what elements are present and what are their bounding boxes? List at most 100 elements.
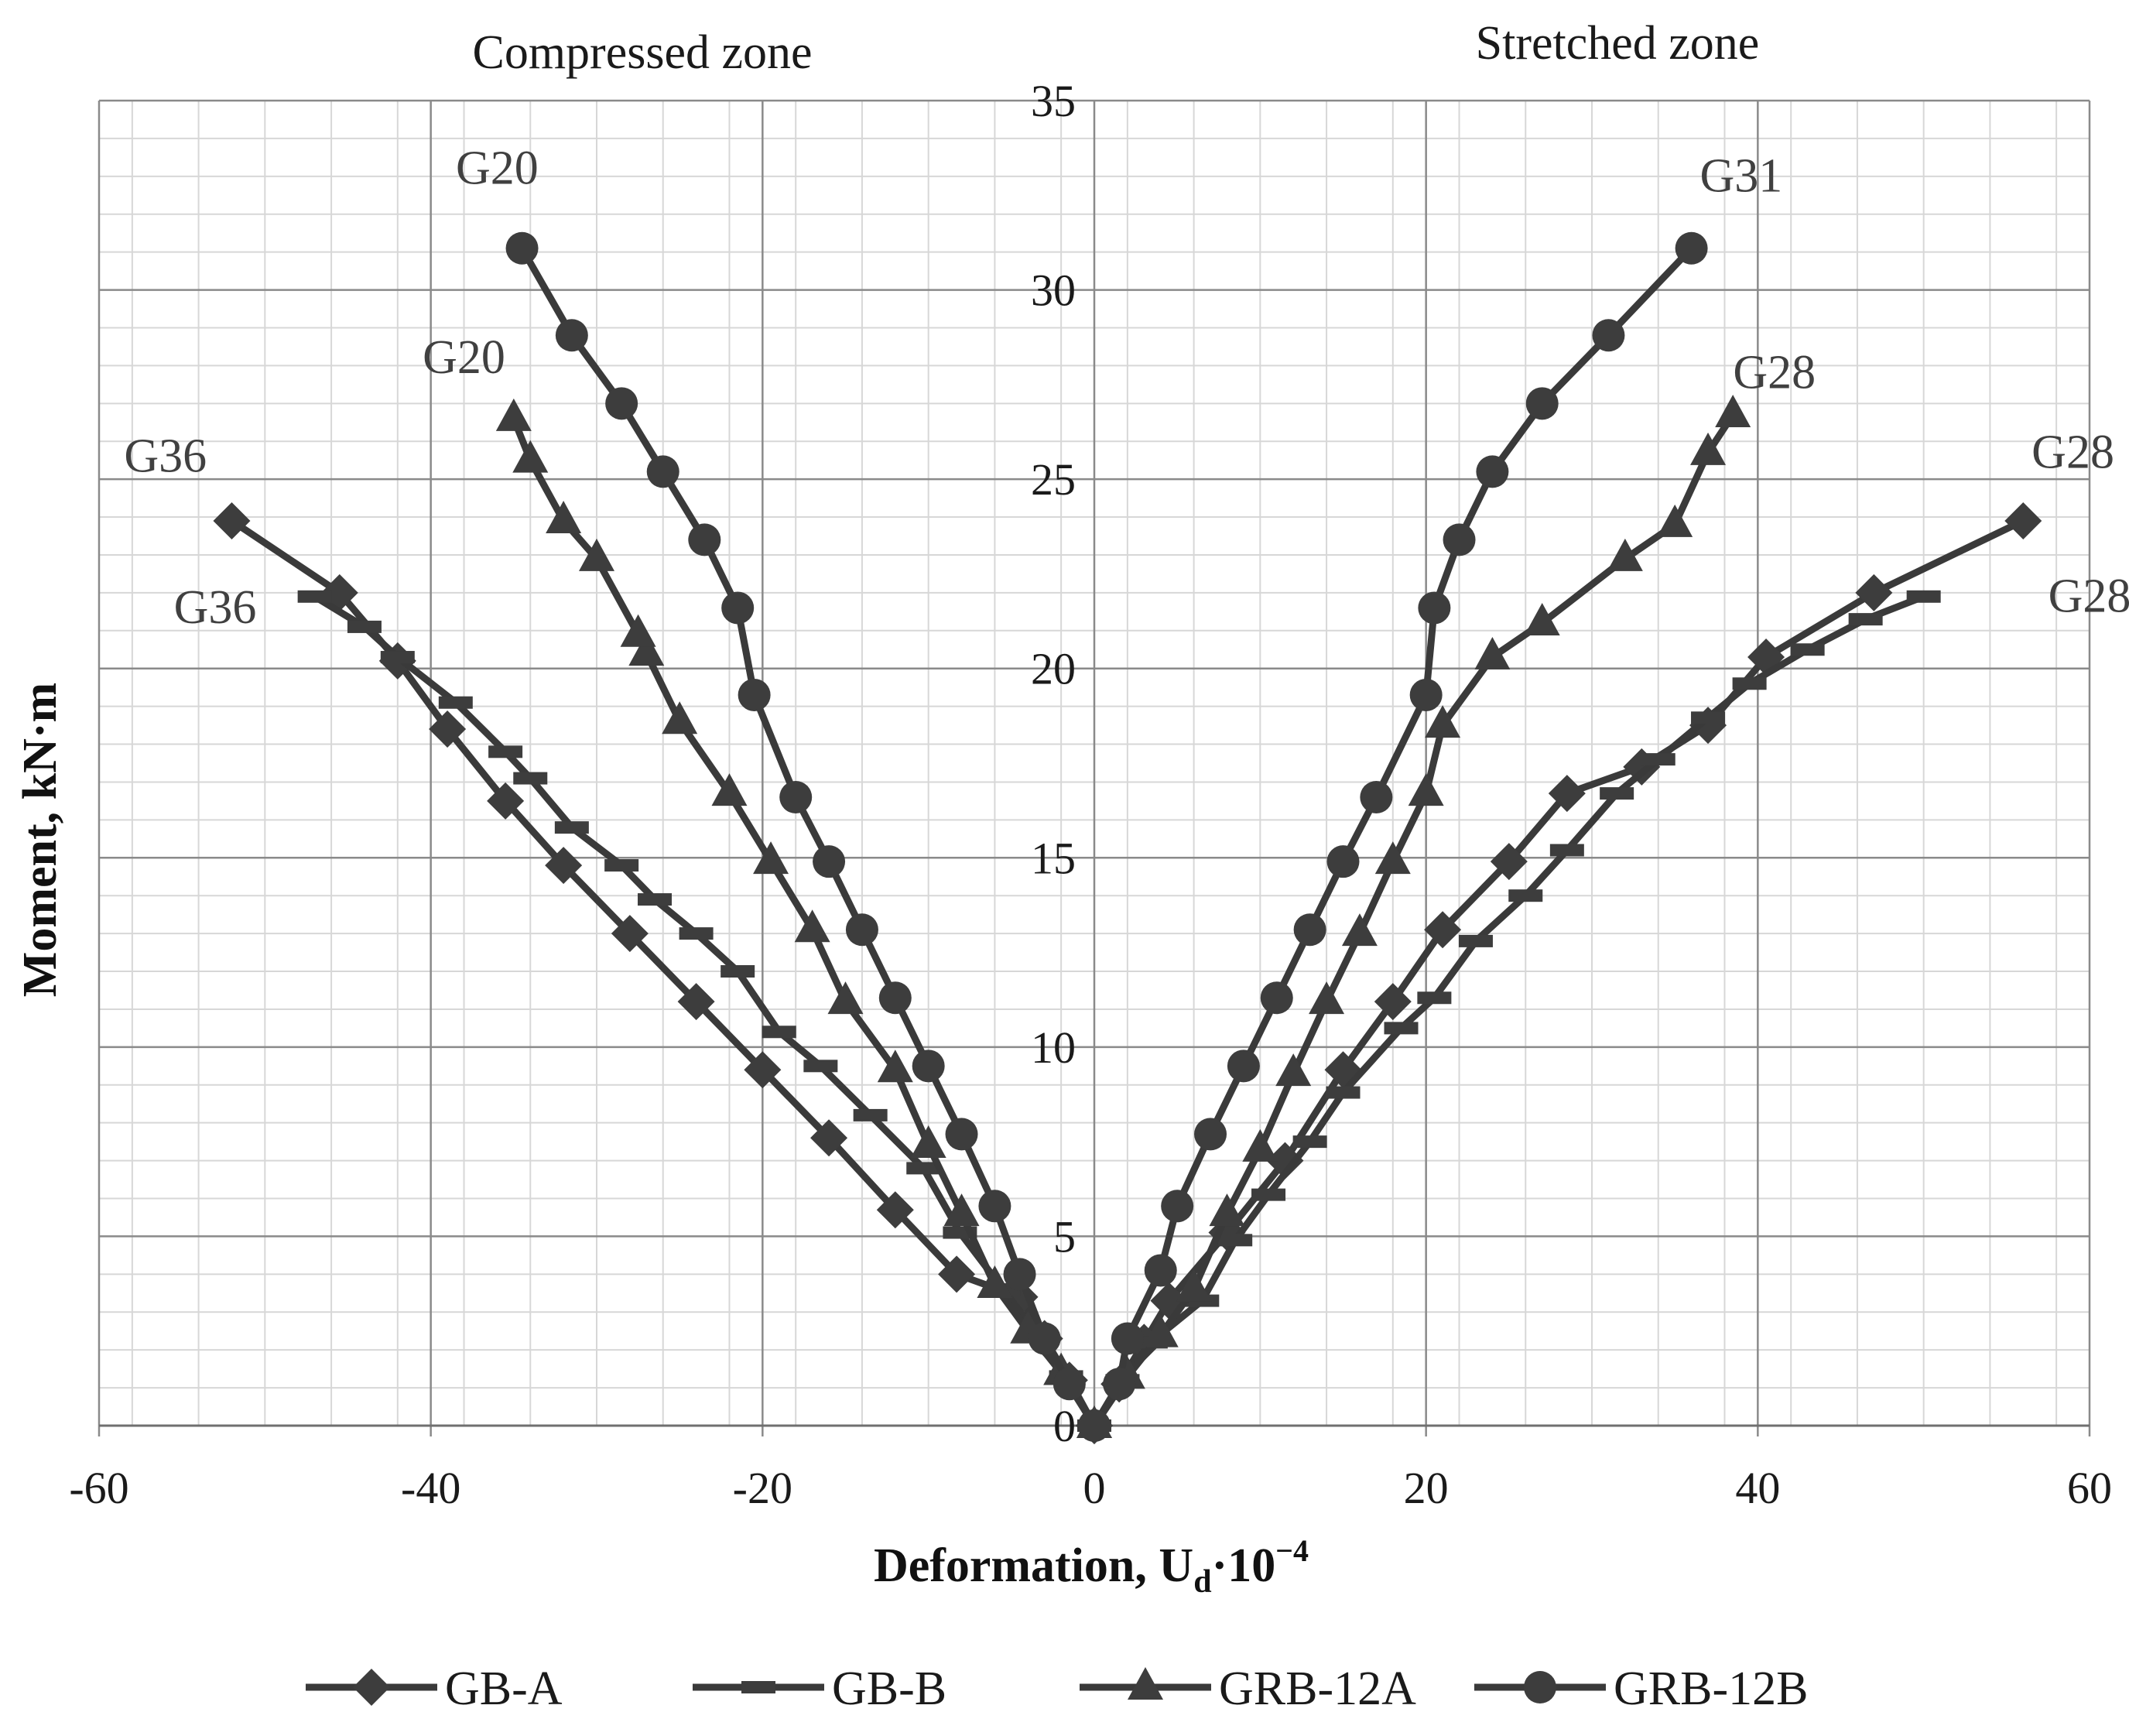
point-gb-a-stretched (1548, 775, 1586, 813)
point-grb-12a-stretched (1176, 1269, 1212, 1302)
x-axis-title: Deformation, Ud·10−4 (874, 1533, 1309, 1600)
legend-marker-grb-12b (1524, 1671, 1556, 1703)
point-gb-b-stretched (1848, 613, 1883, 626)
point-gb-b-stretched (1251, 1188, 1286, 1201)
point-gb-a-stretched (1374, 983, 1412, 1021)
point-grb-12b-compressed (813, 845, 846, 878)
point-gb-b-stretched (1790, 643, 1825, 656)
legend-label-gb-a: GB-A (445, 1662, 563, 1715)
point-gb-b-compressed (638, 893, 673, 906)
point-grb-12a-stretched (1275, 1053, 1312, 1087)
point-gb-a-compressed (545, 847, 583, 885)
point-grb-12a-compressed (495, 398, 532, 431)
point-grb-12a-compressed (662, 701, 698, 734)
point-gb-a-stretched (1855, 574, 1893, 611)
point-grb-12a-stretched (1657, 504, 1693, 537)
x-tick-label: -40 (401, 1463, 460, 1513)
point-gb-a-compressed (938, 1255, 976, 1293)
point-gb-b-stretched (1326, 1086, 1361, 1099)
point-grb-12b-stretched (1476, 455, 1509, 488)
point-grb-12b-compressed (555, 319, 588, 352)
y-tick-label: 30 (1031, 265, 1076, 316)
point-grb-12b-stretched (1592, 319, 1625, 352)
point-grb-12b-stretched (1144, 1254, 1177, 1287)
x-tick-label: 60 (2067, 1463, 2112, 1513)
point-gb-b-stretched (1906, 590, 1941, 603)
point-gb-b-stretched (1732, 677, 1767, 690)
point-grb-12b-compressed (912, 1049, 945, 1083)
point-grb-12b-compressed (1028, 1322, 1061, 1355)
point-grb-12a-stretched (1690, 432, 1727, 465)
point-gb-b-compressed (438, 696, 473, 709)
point-gb-a-compressed (744, 1051, 782, 1089)
point-grb-12b-compressed (605, 387, 638, 420)
point-grb-12b-compressed (978, 1190, 1011, 1223)
point-grb-12b-compressed (845, 913, 878, 947)
point-grb-12b-stretched (1360, 781, 1393, 814)
point-grb-12b-stretched (1078, 1409, 1111, 1442)
point-gb-b-compressed (803, 1060, 838, 1073)
point-grb-12a-compressed (977, 1265, 1013, 1299)
point-gb-b-compressed (513, 772, 548, 785)
point-grb-12a-compressed (628, 633, 665, 666)
point-gb-b-compressed (488, 745, 523, 758)
point-gb-a-compressed (213, 502, 251, 539)
legend: GB-A GB-B GRB-12A GRB-12B (306, 1662, 1808, 1715)
series-layer (213, 231, 2042, 1444)
point-grb-12b-stretched (1418, 591, 1451, 625)
point-grb-12b-compressed (646, 455, 679, 488)
legend-item-gb-b: GB-B (693, 1662, 946, 1715)
point-gb-b-stretched (1508, 889, 1543, 902)
point-grb-12b-stretched (1293, 913, 1326, 947)
x-tick-labels: -60 -40 -20 0 20 40 60 (69, 1463, 2112, 1513)
point-grb-12a-compressed (753, 841, 789, 875)
legend-item-gb-a: GB-A (306, 1662, 563, 1715)
point-grb-12b-stretched (1525, 387, 1559, 420)
annotation-layer: G20 G20 G36 G36 G31 G28 G28 G28 (124, 142, 2129, 634)
legend-marker-grb-12a (1128, 1667, 1163, 1700)
point-gb-b-compressed (853, 1108, 888, 1121)
point-gb-b-stretched (1458, 934, 1493, 947)
stretched-zone-label: Stretched zone (1476, 17, 1760, 70)
point-gb-b-stretched (1384, 1022, 1419, 1035)
legend-label-grb-12b: GRB-12B (1614, 1662, 1808, 1715)
point-gb-b-compressed (380, 651, 415, 664)
point-grb-12b-stretched (1103, 1368, 1136, 1401)
point-gb-a-compressed (876, 1191, 914, 1229)
point-grb-12b-compressed (779, 781, 813, 814)
point-grb-12a-stretched (1425, 705, 1461, 738)
y-tick-label: 20 (1031, 644, 1076, 694)
point-gb-b-compressed (554, 821, 589, 834)
point-gb-b-compressed (297, 590, 332, 603)
annotation-label: G31 (1700, 149, 1783, 202)
x-tick-label: 0 (1083, 1463, 1106, 1513)
point-grb-12a-stretched (1408, 773, 1444, 806)
annotation-label: G28 (2031, 426, 2114, 478)
legend-marker-gb-a (353, 1669, 390, 1706)
point-grb-12a-compressed (910, 1125, 946, 1159)
legend-label-gb-b: GB-B (832, 1662, 946, 1715)
x-tick-label: 40 (1735, 1463, 1780, 1513)
point-grb-12a-compressed (877, 1049, 913, 1083)
point-grb-12a-compressed (827, 981, 864, 1015)
point-grb-12b-stretched (1409, 678, 1443, 711)
point-gb-b-compressed (906, 1162, 941, 1175)
legend-item-grb-12a: GRB-12A (1080, 1662, 1416, 1715)
point-grb-12a-stretched (1474, 637, 1511, 670)
annotation-label: G20 (423, 331, 505, 384)
point-gb-a-compressed (677, 983, 715, 1021)
point-grb-12a-stretched (1374, 841, 1411, 875)
point-grb-12b-compressed (688, 523, 721, 556)
point-grb-12b-compressed (1003, 1258, 1036, 1291)
point-grb-12a-compressed (546, 500, 582, 533)
point-gb-b-compressed (604, 859, 639, 872)
point-gb-b-compressed (679, 927, 714, 940)
point-grb-12b-compressed (505, 231, 539, 265)
point-gb-a-compressed (810, 1119, 848, 1157)
annotation-label: G28 (2049, 570, 2129, 622)
point-gb-a-stretched (1490, 843, 1528, 881)
point-gb-b-stretched (1417, 991, 1452, 1005)
point-grb-12a-compressed (579, 538, 614, 571)
point-grb-12b-compressed (721, 591, 755, 625)
annotation-label: G36 (124, 430, 207, 482)
